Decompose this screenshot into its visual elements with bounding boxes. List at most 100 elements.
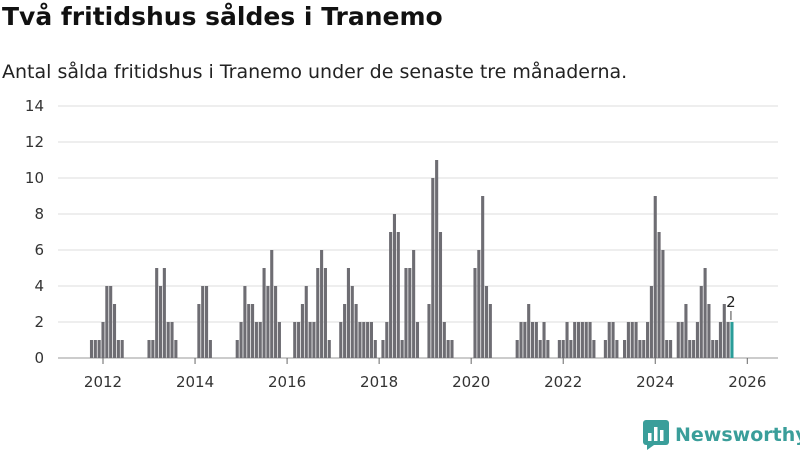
y-tick-label: 6 [34, 241, 44, 259]
bar [158, 286, 163, 358]
bar [534, 322, 538, 358]
bar [538, 340, 542, 358]
bar [408, 268, 412, 358]
bar [297, 322, 301, 358]
y-tick-label: 0 [34, 349, 44, 367]
bar [695, 322, 699, 358]
bar [569, 340, 573, 358]
bar [481, 196, 485, 358]
bar [435, 160, 439, 358]
latest-value-label: 2 [726, 293, 736, 311]
bar [676, 322, 680, 358]
newsworthy-brand[interactable]: Newsworthy [643, 419, 800, 451]
bar [588, 322, 592, 358]
bar [718, 322, 722, 358]
bar [477, 250, 481, 358]
x-tick-label: 2022 [544, 373, 582, 391]
bar [577, 322, 581, 358]
bar [722, 304, 726, 358]
bar [630, 322, 634, 358]
bar [646, 322, 650, 358]
bar [201, 286, 205, 358]
bar [316, 268, 320, 358]
bar [527, 304, 531, 358]
bar [166, 322, 170, 358]
bar [385, 322, 389, 358]
bar [323, 268, 327, 358]
bar [105, 286, 109, 358]
bar [661, 250, 665, 358]
bar [573, 322, 577, 358]
bar [174, 340, 178, 358]
bar [312, 322, 316, 358]
bar [726, 322, 730, 358]
bar [197, 304, 201, 358]
bar [626, 322, 630, 358]
y-tick-label: 14 [25, 97, 44, 115]
bar [266, 286, 270, 358]
x-tick-label: 2020 [452, 373, 490, 391]
bar [354, 304, 358, 358]
bar [546, 340, 550, 358]
y-axis-ticks: 0 2 4 6 8 10 12 14 [25, 97, 44, 367]
bar [112, 304, 117, 358]
x-tick-label: 2012 [84, 373, 122, 391]
bar [561, 340, 565, 358]
bar [623, 340, 627, 358]
bar [680, 322, 684, 358]
y-tick-label: 2 [34, 313, 44, 331]
bar [235, 340, 239, 358]
bar [358, 322, 362, 358]
brand-name: Newsworthy [675, 424, 800, 446]
bar [530, 322, 535, 358]
bar [366, 322, 370, 358]
bar [412, 250, 416, 358]
bar [93, 340, 97, 358]
bar [270, 250, 274, 358]
bar [120, 340, 124, 358]
bar [584, 322, 588, 358]
bar [473, 268, 477, 358]
bar [381, 340, 385, 358]
bar [208, 340, 212, 358]
bar [427, 304, 431, 358]
bar [251, 304, 255, 358]
x-axis-ticks: 2012 2014 2016 2018 2020 2022 2024 2026 [84, 358, 766, 391]
bar [603, 340, 607, 358]
bar [657, 232, 661, 358]
bar [369, 322, 373, 358]
bar [346, 268, 350, 358]
bar [688, 340, 692, 358]
bar [258, 322, 262, 358]
x-tick-label: 2016 [268, 373, 306, 391]
bar [327, 340, 331, 358]
bar [669, 340, 673, 358]
bar [151, 340, 155, 358]
bar [254, 322, 258, 358]
bar [611, 322, 615, 358]
bar [350, 286, 354, 358]
bar [247, 304, 251, 358]
bar [523, 322, 527, 358]
bar [438, 232, 443, 358]
bar [155, 268, 159, 358]
y-tick-label: 10 [25, 169, 44, 187]
bar [653, 196, 657, 358]
bar [400, 340, 404, 358]
bars [89, 160, 734, 358]
bar [243, 286, 247, 358]
x-tick-label: 2024 [636, 373, 674, 391]
bar [300, 304, 304, 358]
bar [450, 340, 454, 358]
annotations: 2 [726, 293, 736, 320]
bar [97, 340, 101, 358]
bar [308, 322, 312, 358]
bar [101, 322, 105, 358]
y-tick-label: 4 [34, 277, 44, 295]
bar [339, 322, 343, 358]
bar [703, 268, 707, 358]
bar [392, 214, 397, 358]
bar [699, 286, 703, 358]
bar [707, 304, 711, 358]
